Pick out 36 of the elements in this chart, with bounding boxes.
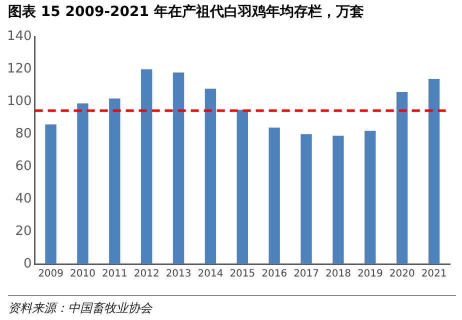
text: 资料来源：中国畜牧业协会 bbox=[8, 300, 152, 317]
x-tick-label: 2013 bbox=[166, 268, 192, 280]
bar bbox=[45, 124, 56, 264]
bar bbox=[428, 78, 440, 264]
x-tick-label: 2015 bbox=[230, 268, 256, 280]
y-tick-label: 140 bbox=[6, 29, 32, 44]
x-tick-label: 2009 bbox=[38, 268, 64, 280]
x-tick-label: 2012 bbox=[134, 268, 160, 280]
x-tick-label: 2020 bbox=[389, 268, 415, 280]
y-tick-label: 0 bbox=[24, 256, 32, 272]
bar bbox=[236, 110, 248, 264]
x-tick-label: 2014 bbox=[198, 268, 224, 280]
x-tick-label: 2016 bbox=[262, 268, 288, 280]
bar bbox=[268, 128, 280, 264]
bar bbox=[172, 72, 184, 264]
bar bbox=[77, 103, 88, 264]
y-tick-label: 40 bbox=[15, 191, 32, 206]
bar bbox=[396, 92, 408, 264]
y-tick-label: 120 bbox=[6, 62, 32, 77]
bar bbox=[109, 98, 120, 264]
x-tick-label: 2018 bbox=[325, 268, 351, 280]
bar bbox=[141, 69, 152, 264]
y-tick-label: 80 bbox=[15, 126, 32, 142]
bar bbox=[300, 134, 312, 264]
x-tick-label: 2017 bbox=[294, 268, 320, 280]
x-tick-label: 2021 bbox=[421, 268, 447, 280]
y-tick-label: 20 bbox=[15, 224, 32, 239]
y-tick-label: 100 bbox=[6, 94, 32, 110]
chart-title: 图表 15 2009-2021 年在产祖代白羽鸡年均存栏，万套 bbox=[8, 3, 364, 21]
x-tick-label: 2011 bbox=[102, 268, 128, 280]
x-tick-label: 2019 bbox=[357, 268, 383, 280]
bar bbox=[332, 136, 344, 264]
bar bbox=[364, 130, 376, 264]
y-tick-label: 60 bbox=[15, 159, 32, 174]
x-tick-label: 2010 bbox=[70, 268, 96, 280]
bar bbox=[204, 88, 216, 264]
